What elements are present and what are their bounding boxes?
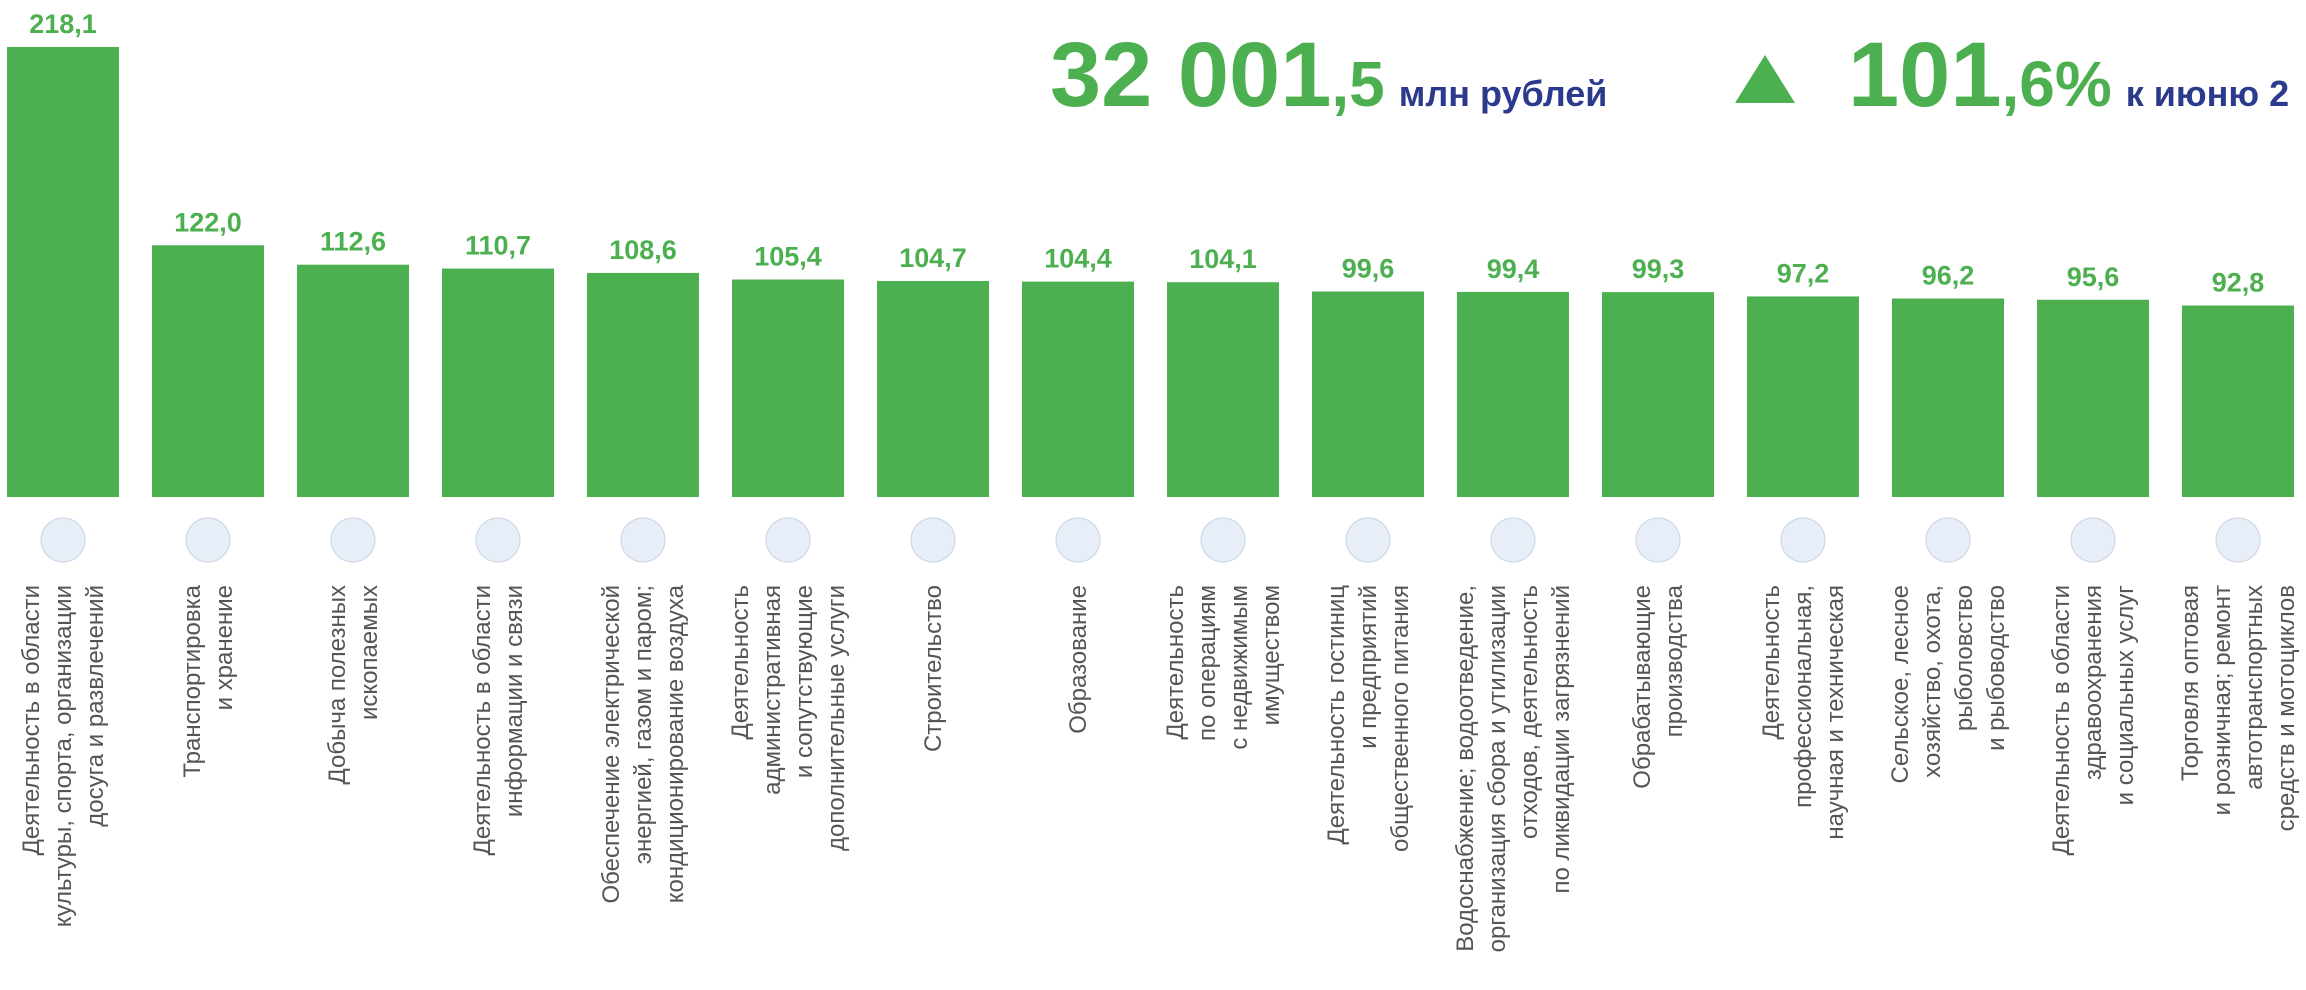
category-label: Деятельность в области культуры, спорта, …	[18, 585, 109, 927]
category-label: Деятельность административная и сопутствую…	[727, 585, 850, 851]
category-icon	[1490, 517, 1536, 563]
value-label: 218,1	[29, 9, 97, 39]
category-icon	[1925, 517, 1971, 563]
value-label: 99,6	[1342, 253, 1395, 283]
header-index: 101,6% к июню 2	[1848, 24, 2289, 126]
bar	[1602, 292, 1714, 497]
bar	[732, 279, 844, 497]
value-label: 97,2	[1777, 258, 1830, 288]
bar	[297, 264, 409, 497]
category-label: Сельское, лесное хозяйство, охота, рыболов…	[1887, 585, 2010, 784]
category-icon	[185, 517, 231, 563]
bar	[442, 268, 554, 497]
category-label: Обеспечение электрической энергией, газом…	[598, 584, 689, 903]
category-label: Обрабатывающие производства	[1629, 584, 1688, 788]
value-label: 108,6	[609, 235, 677, 265]
bar	[1457, 291, 1569, 497]
category-icon	[40, 517, 86, 563]
value-label: 122,0	[174, 207, 242, 237]
category-label: Водоснабжение; водоотведение, организация…	[1452, 585, 1575, 952]
category-label: Деятельность гостиниц и предприятий общест…	[1323, 585, 1414, 852]
value-label: 99,3	[1632, 254, 1685, 284]
category-icon	[620, 517, 666, 563]
category-icon	[910, 517, 956, 563]
total-int: 32 001	[1050, 24, 1331, 126]
category-label: Деятельность профессиональная, научная и т…	[1758, 585, 1849, 840]
value-label: 99,4	[1487, 254, 1540, 284]
value-label: 95,6	[2067, 262, 2120, 292]
category-icon	[1780, 517, 1826, 563]
category-label: Деятельность в области здравоохранения и с…	[2048, 585, 2139, 856]
value-label: 104,7	[899, 243, 967, 273]
bar	[1312, 291, 1424, 497]
category-label: Образование	[1065, 585, 1092, 734]
bar	[587, 272, 699, 497]
bar	[1022, 281, 1134, 497]
value-label: 105,4	[754, 242, 822, 272]
value-label: 112,6	[320, 227, 386, 257]
value-label: 110,7	[465, 231, 531, 261]
index-text: к июню 2	[2126, 73, 2289, 114]
value-label: 92,8	[2212, 268, 2265, 298]
category-icon	[765, 517, 811, 563]
category-icon	[1635, 517, 1681, 563]
category-icon	[475, 517, 521, 563]
category-label: Строительство	[920, 585, 947, 752]
bar	[7, 47, 119, 497]
index-dec: ,6%	[2002, 48, 2112, 120]
bar	[2182, 305, 2294, 497]
category-icon	[1345, 517, 1391, 563]
up-arrow	[1735, 55, 1795, 103]
category-icon	[1200, 517, 1246, 563]
total-unit: млн рублей	[1399, 73, 1608, 114]
value-label: 104,1	[1189, 244, 1257, 274]
bar	[1167, 282, 1279, 497]
category-icon	[1055, 517, 1101, 563]
bar	[877, 280, 989, 497]
value-label: 96,2	[1922, 261, 1975, 291]
category-label: Торговля оптовая и розничная; ремонт автот…	[2177, 585, 2300, 831]
bar	[1747, 296, 1859, 497]
bar	[152, 245, 264, 497]
category-label: Деятельность по операциям с недвижимым имущ…	[1162, 585, 1285, 750]
value-label: 104,4	[1044, 244, 1112, 274]
index-int: 101	[1848, 24, 2002, 126]
bar	[2037, 299, 2149, 497]
category-label: Деятельность в области информации и связи	[469, 585, 528, 855]
category-label: Добыча полезных ископаемых	[324, 585, 383, 785]
category-icon	[2215, 517, 2261, 563]
category-icon	[330, 517, 376, 563]
total-dec: ,5	[1331, 48, 1384, 120]
category-label: Транспортировка и хранение	[179, 584, 238, 777]
header-total: 32 001,5 млн рублей	[1050, 24, 1607, 126]
category-icon	[2070, 517, 2116, 563]
bar	[1892, 298, 2004, 497]
